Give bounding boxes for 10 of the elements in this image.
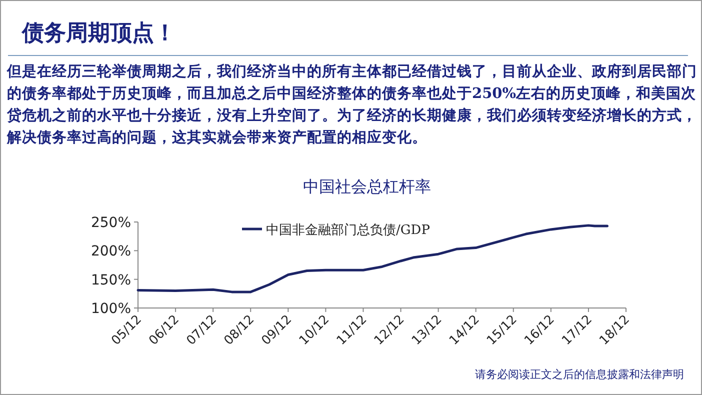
y-tick-label: 200%	[90, 244, 131, 260]
y-tick-label: 100%	[90, 301, 131, 317]
legend-label: 中国非金融部门总负债/GDP	[266, 222, 430, 238]
y-tick-label: 250%	[90, 215, 131, 231]
line-series	[136, 224, 608, 294]
y-tick-label: 150%	[90, 272, 131, 288]
text: 但是在经历三轮举债周期之后，我们经济当中的所有主体都已经借过钱了，目前从企业、政府到居民部门的债务率都处于历史顶峰，而且加总之后中国经济整体的债务率也处于250%左右的历史顶峰，和美国次贷危机之前的水平也十分接近，没有上升空间了。为了经济的长期健康，我们必须转变经济增长的方式，解决债务率过高的问题，这其实就会带来资产配置的相应变化。	[7, 62, 697, 148]
text: 请务必阅读正文之后的信息披露和法律声明	[475, 367, 684, 382]
text: 债务周期顶点！	[22, 19, 176, 48]
chart-title: 中国社会总杠杆率	[303, 177, 431, 196]
